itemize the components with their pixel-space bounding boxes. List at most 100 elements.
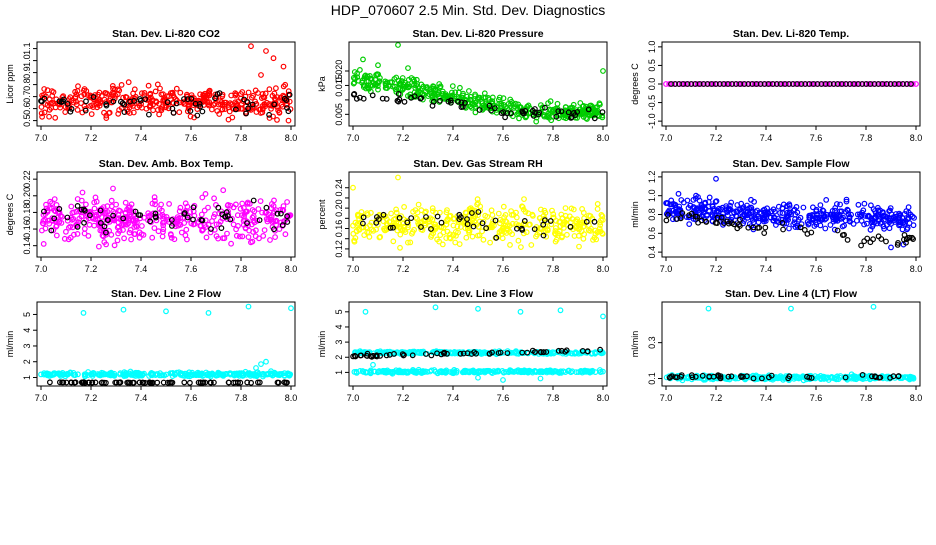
point-subset [254,379,261,386]
point-all [245,234,252,241]
point-all [42,225,49,232]
point-all [910,222,917,229]
point-all [111,86,118,93]
point-all [232,201,239,208]
point-all [896,210,902,217]
point-subset [121,109,128,115]
point-all [153,371,160,378]
point-all [562,205,569,212]
point-all [552,225,559,231]
point-all [138,104,145,111]
plot-frame [348,41,608,127]
x-tick-label: 7.6 [810,133,823,143]
point-all [280,83,287,90]
point-all [554,100,561,107]
point-subset [89,379,95,386]
y-tick-label: 0.3 [647,336,657,349]
point-all [120,227,126,233]
point-all [46,113,52,120]
point-all [68,203,75,210]
point-all [557,218,563,225]
x-tick-label: 7.6 [497,264,510,274]
point-all [712,198,719,205]
point-all [110,185,116,192]
point-subset [47,379,53,386]
point-all [375,62,381,69]
point-all [370,361,376,368]
point-all [111,242,118,249]
point-all [209,370,216,377]
point-all [381,225,387,232]
point-all [391,216,397,223]
point-all [738,200,745,207]
point-all [138,223,145,229]
point-subset [797,224,804,231]
point-all [239,233,246,240]
point-all [177,89,184,96]
point-all [528,368,535,375]
point-all [133,219,140,226]
point-all [795,224,801,231]
plot-frame [348,171,608,258]
point-all [810,212,817,219]
point-all [264,218,271,225]
point-all [558,211,565,218]
point-subset [674,216,680,222]
point-subset [136,379,143,386]
point-all [838,208,845,215]
point-subset [409,352,416,359]
point-all [861,221,867,228]
point-all [469,216,476,223]
point-all [884,375,890,382]
point-all [472,109,479,116]
point-all [276,109,283,116]
point-subset [139,379,146,386]
y-tick-label: 1 [334,370,344,375]
point-all [552,368,559,375]
point-all [744,202,750,209]
point-all [389,79,395,85]
point-all [429,205,436,212]
point-all [475,200,481,206]
point-subset [542,104,548,111]
y-tick-label: 0.1 [647,372,657,385]
point-all [550,211,557,218]
point-all [178,370,185,377]
point-all [500,95,507,102]
point-subset [458,99,465,106]
point-subset [97,219,104,226]
point-all [207,373,214,380]
point-all [274,116,280,123]
point-all [573,369,579,376]
point-all [456,241,463,248]
point-all [382,368,389,375]
point-all [748,196,754,203]
point-all [415,201,422,208]
point-all [509,368,516,375]
point-subset [411,93,418,100]
point-subset [351,352,358,359]
point-subset [263,204,270,211]
point-subset [694,213,700,220]
x-tick-label: 8.0 [597,133,610,143]
point-all [888,244,894,251]
y-tick-label: 0.005 [334,103,344,126]
point-all [158,105,165,112]
point-all [203,234,210,241]
point-all [160,226,167,233]
y-tick-label: 4 [334,324,344,329]
y-tick-label: 0.0 [647,78,657,91]
point-all [425,93,431,99]
point-all [227,202,234,209]
point-all [880,223,887,230]
point-subset [245,105,252,112]
point-all [580,235,587,242]
point-subset [274,210,281,217]
point-subset [418,224,424,230]
point-subset [370,352,377,359]
point-all [475,232,481,239]
point-all [84,372,91,379]
y-tick-label: 0.020 [334,60,344,83]
point-all [439,88,446,95]
